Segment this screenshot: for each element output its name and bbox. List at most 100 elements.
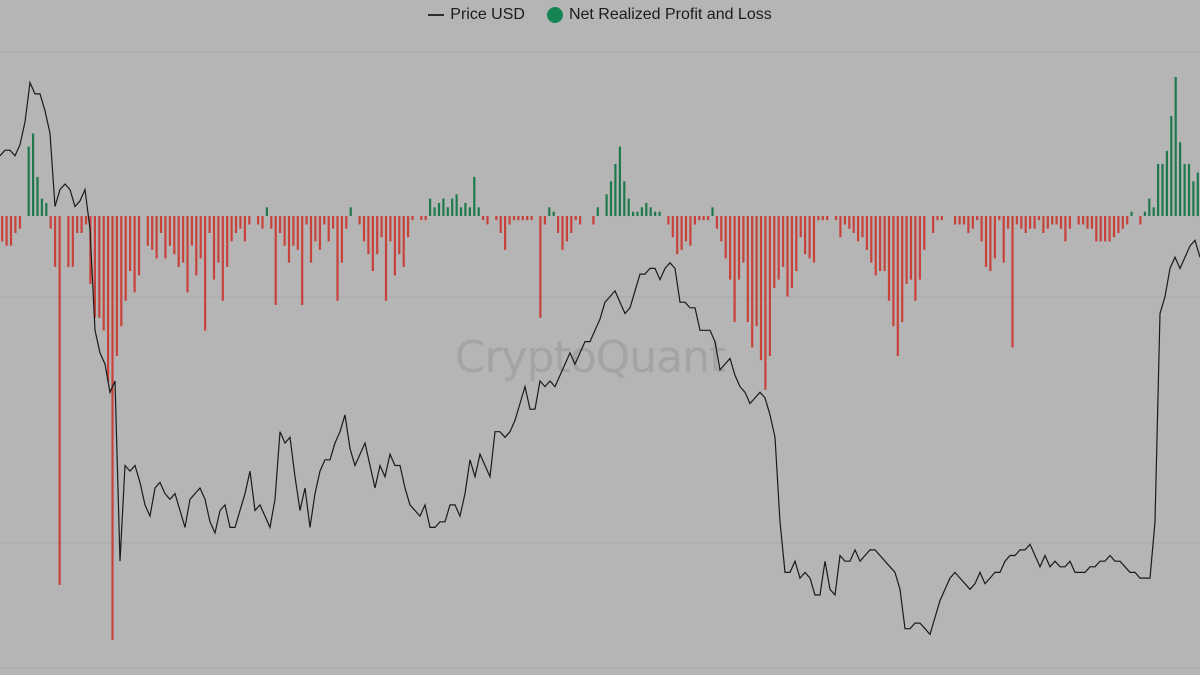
pnl-bar: [429, 198, 432, 216]
pnl-bar: [93, 216, 96, 318]
pnl-bar: [1192, 181, 1195, 217]
pnl-bar: [799, 216, 802, 238]
pnl-bar: [168, 216, 171, 246]
pnl-bar: [234, 216, 238, 233]
pnl-bar: [221, 216, 224, 301]
price-line-swatch-icon: [428, 14, 445, 16]
pnl-bar: [971, 216, 974, 229]
pnl-bar: [239, 216, 242, 229]
pnl-bar: [243, 216, 246, 242]
legend-item-price[interactable]: Price USD: [428, 6, 525, 24]
pnl-bar: [151, 216, 154, 250]
pnl-bar: [1024, 216, 1027, 233]
pnl-bar: [998, 216, 1001, 221]
pnl-bar: [936, 216, 939, 221]
pnl-bar: [340, 216, 343, 263]
pnl-bar: [1090, 216, 1093, 229]
pnl-bar: [848, 216, 851, 229]
pnl-bar: [49, 216, 52, 229]
pnl-bar: [486, 216, 489, 225]
pnl-bar: [58, 216, 61, 585]
pnl-bar: [327, 216, 330, 242]
pnl-bar: [636, 211, 639, 216]
pnl-bar: [186, 216, 189, 293]
pnl-bar: [940, 216, 943, 221]
pnl-bar: [1029, 216, 1032, 229]
pnl-bar: [773, 216, 776, 289]
pnl-bar: [45, 203, 48, 216]
pnl-bar: [614, 163, 617, 216]
pnl-bar: [1015, 216, 1018, 225]
pnl-bar: [1046, 216, 1049, 229]
pnl-bar: [887, 216, 891, 301]
pnl-bar: [843, 216, 846, 225]
pnl-bar: [226, 216, 229, 267]
pnl-bar: [883, 216, 886, 272]
pnl-bar: [1068, 216, 1071, 229]
pnl-bar: [212, 216, 216, 280]
pnl-bar: [1042, 216, 1045, 233]
pnl-bar: [5, 216, 8, 246]
pnl-bar: [265, 207, 268, 216]
pnl-bar: [1139, 216, 1142, 225]
pnl-bar: [676, 216, 679, 255]
pnl-bar: [980, 216, 983, 242]
pnl-bar: [905, 216, 908, 284]
pnl-bar: [292, 216, 295, 246]
pnl-bar: [398, 216, 401, 255]
pnl-bar: [768, 216, 771, 356]
pnl-bar: [199, 216, 202, 259]
pnl-bar: [623, 181, 626, 217]
pnl-bar: [18, 216, 21, 229]
pnl-bar: [164, 216, 167, 259]
pnl-bar: [1161, 163, 1164, 216]
pnl-bar: [808, 216, 811, 259]
pnl-bar: [1170, 116, 1173, 216]
pnl-bar: [389, 216, 392, 242]
pnl-bar: [455, 194, 458, 216]
pnl-bar: [1007, 216, 1010, 229]
pnl-bar: [918, 216, 921, 280]
pnl-bar: [914, 216, 917, 301]
pnl-bar: [1196, 172, 1199, 216]
pnl-bar: [667, 216, 670, 225]
pnl-bar: [274, 216, 277, 305]
pnl-bar: [654, 211, 657, 216]
pnl-bar: [976, 216, 979, 221]
pnl-dot-swatch-icon: [546, 7, 563, 23]
pnl-bar: [459, 207, 463, 216]
pnl-bar: [402, 216, 405, 267]
pnl-bar: [605, 194, 608, 216]
pnl-bar: [689, 216, 692, 246]
pnl-bar: [879, 216, 882, 272]
pnl-bar: [159, 216, 163, 233]
pnl-bar: [376, 216, 379, 255]
pnl-bar: [133, 216, 136, 293]
pnl-bar: [658, 211, 661, 216]
legend-item-pnl[interactable]: Net Realized Profit and Loss: [546, 6, 772, 24]
pnl-bar: [190, 216, 193, 246]
pnl-bar: [609, 181, 613, 217]
pnl-bar: [89, 216, 92, 284]
pnl-bar: [393, 216, 396, 276]
pnl-bar: [737, 216, 741, 280]
pnl-bar: [512, 216, 516, 221]
pnl-bar: [1143, 211, 1146, 216]
pnl-bar: [596, 207, 599, 216]
pnl-bar: [177, 216, 180, 267]
pnl-bar: [561, 216, 564, 250]
pnl-bar: [287, 216, 291, 263]
pnl-bar: [861, 216, 864, 238]
pnl-bar: [901, 216, 904, 322]
pnl-bar: [680, 216, 683, 250]
pnl-bar: [548, 207, 551, 216]
pnl-bar: [120, 216, 123, 327]
pnl-bar: [309, 216, 313, 263]
pnl-bar: [1152, 207, 1155, 216]
pnl-bar: [318, 216, 321, 250]
pnl-bar: [98, 216, 101, 318]
pnl-bar: [874, 216, 877, 276]
pnl-bar: [137, 216, 141, 276]
pnl-bar: [733, 216, 736, 322]
pnl-bar: [473, 176, 476, 216]
